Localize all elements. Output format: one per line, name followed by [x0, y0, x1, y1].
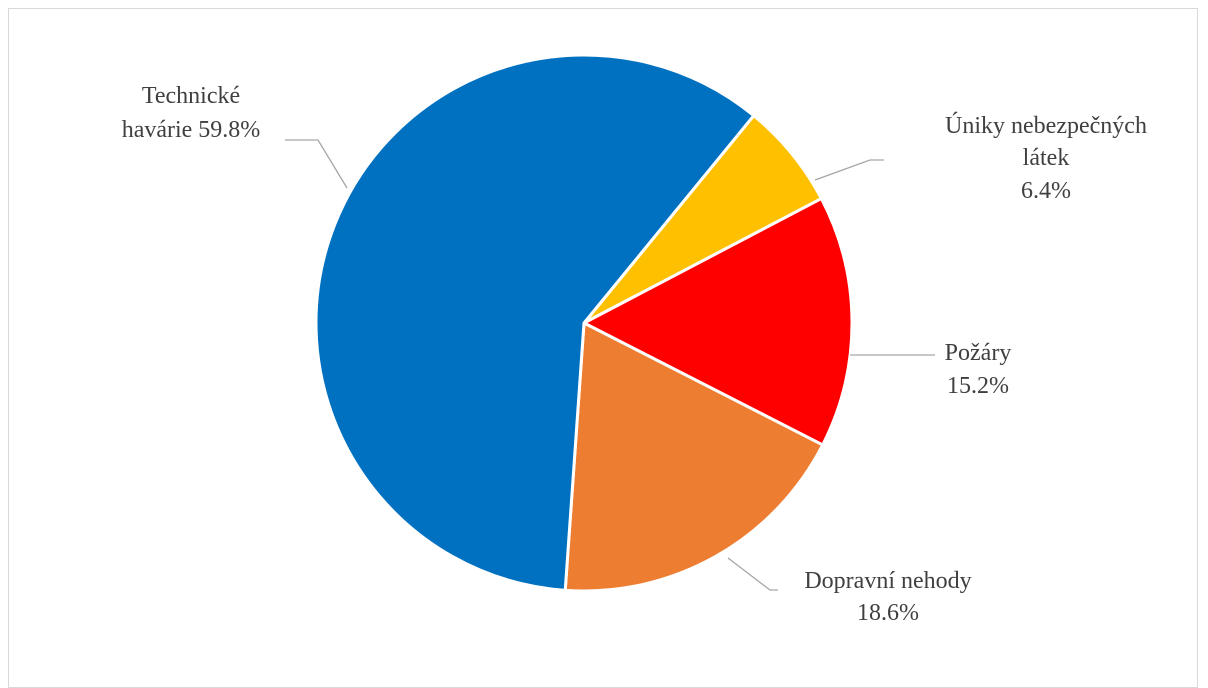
leader-line-technicke-havarie — [285, 139, 348, 189]
data-label-uniky-nebezpecnych-latek: 6.4% — [1021, 178, 1071, 204]
data-label-pozary: Požáry — [945, 340, 1012, 366]
pie-chart: Úniky nebezpečných látek 6.4% Požáry 15.2% Do… — [122, 53, 1147, 626]
slices-layer — [314, 53, 854, 593]
data-label-technicke-havarie: Technické — [142, 83, 240, 109]
data-label-dopravni-nehody: 18.6% — [857, 600, 919, 626]
data-label-technicke-havarie: havárie 59.8% — [122, 117, 261, 143]
pie-slice-technicke-havarie — [314, 53, 756, 592]
leader-line-uniky-nebezpecnych-latek — [814, 159, 884, 181]
data-labels-layer: Úniky nebezpečných látek 6.4% Požáry 15.2% Do… — [122, 83, 1147, 626]
data-label-uniky-nebezpecnych-latek: látek — [1023, 145, 1070, 171]
pie-slice-pozary — [582, 197, 854, 447]
leader-line-dopravni-nehody — [727, 557, 778, 591]
data-label-uniky-nebezpecnych-latek: Úniky nebezpečných — [945, 112, 1147, 139]
pie-slice-dopravni-nehody — [563, 321, 825, 593]
leader-lines-layer — [285, 139, 935, 591]
data-label-pozary: 15.2% — [947, 373, 1009, 399]
data-label-dopravni-nehody: Dopravní nehody — [804, 568, 971, 594]
